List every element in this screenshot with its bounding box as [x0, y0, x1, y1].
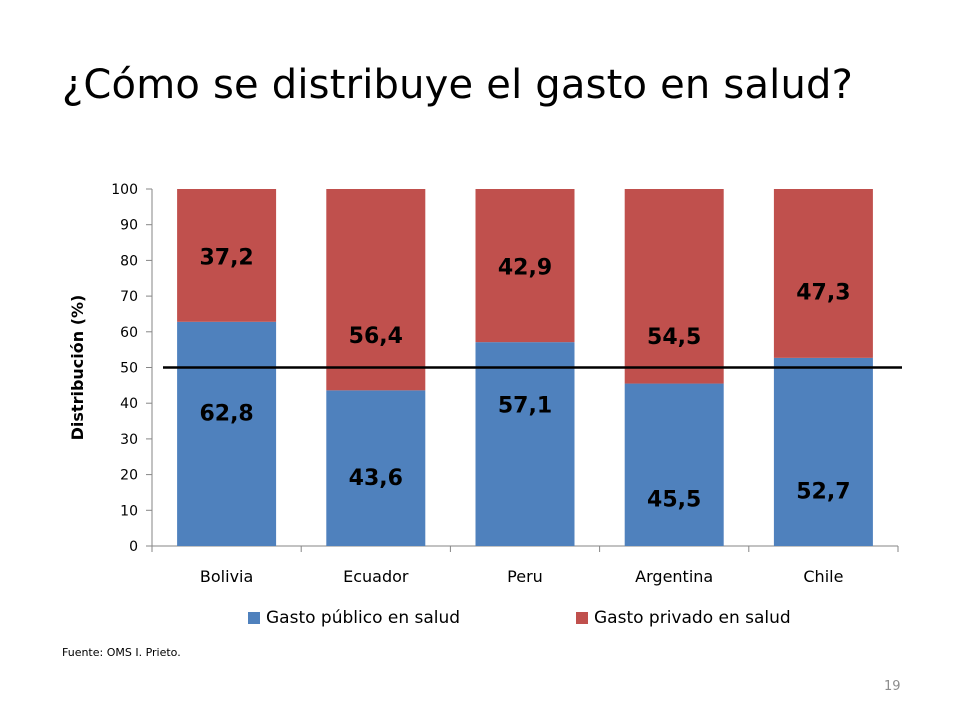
page-number: 19 — [884, 679, 901, 694]
y-tick-label: 90 — [120, 218, 138, 234]
source-note: Fuente: OMS I. Prieto. — [62, 646, 181, 659]
slide-title: ¿Cómo se distribuye el gasto en salud? — [62, 62, 854, 108]
bar-public-bolivia — [177, 321, 277, 546]
chart-legend: Gasto público en salud Gasto privado en … — [0, 608, 960, 632]
y-axis-title: Distribución (%) — [68, 295, 87, 441]
y-tick-label: 20 — [120, 468, 138, 484]
legend-swatch-public — [248, 612, 260, 624]
y-tick-label: 80 — [120, 253, 138, 269]
x-tick-label: Peru — [507, 567, 543, 586]
y-tick-label: 40 — [120, 396, 138, 412]
data-label-public-ecuador: 43,6 — [349, 466, 403, 491]
bar-public-ecuador — [326, 390, 426, 546]
legend-item-public: Gasto público en salud — [248, 608, 460, 628]
bar-public-argentina — [624, 383, 724, 546]
bar-private-peru — [475, 189, 575, 343]
data-label-public-chile: 52,7 — [796, 480, 850, 505]
data-label-private-bolivia: 37,2 — [199, 245, 253, 270]
bar-public-peru — [475, 342, 575, 546]
y-tick-label: 60 — [120, 325, 138, 341]
x-tick-label: Chile — [803, 567, 843, 586]
y-tick-label: 50 — [120, 361, 138, 377]
data-label-private-peru: 42,9 — [498, 256, 552, 281]
legend-label-private: Gasto privado en salud — [594, 608, 791, 628]
bar-private-chile — [773, 189, 873, 358]
y-tick-label: 70 — [120, 289, 138, 305]
y-tick-label: 10 — [120, 503, 138, 519]
x-tick-label: Argentina — [635, 567, 713, 586]
y-tick-label: 100 — [111, 182, 138, 198]
x-tick-label: Bolivia — [200, 567, 253, 586]
data-label-private-chile: 47,3 — [796, 280, 850, 305]
bar-private-argentina — [624, 189, 724, 384]
legend-swatch-private — [576, 612, 588, 624]
bar-private-bolivia — [177, 189, 277, 322]
y-tick-label: 30 — [120, 432, 138, 448]
x-tick-label: Ecuador — [343, 567, 409, 586]
data-label-public-bolivia: 62,8 — [199, 401, 253, 426]
data-label-private-ecuador: 56,4 — [349, 324, 403, 349]
legend-label-public: Gasto público en salud — [266, 608, 461, 628]
data-label-public-argentina: 45,5 — [647, 487, 701, 512]
data-label-private-argentina: 54,5 — [647, 325, 701, 350]
y-tick-label: 0 — [129, 539, 138, 555]
bar-public-chile — [773, 357, 873, 546]
data-label-public-peru: 57,1 — [498, 393, 552, 418]
legend-item-private: Gasto privado en salud — [576, 608, 791, 628]
bar-private-ecuador — [326, 189, 426, 391]
